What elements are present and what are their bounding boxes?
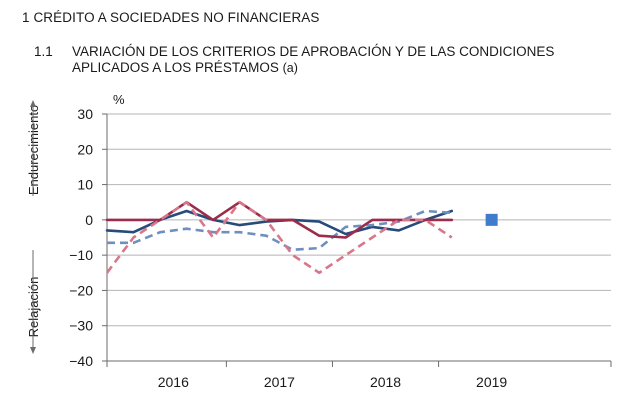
y-tick-label: 0 xyxy=(85,212,93,228)
series-line-1 xyxy=(105,209,454,236)
subsection-note: (a) xyxy=(282,61,298,75)
subsection-line2: APLICADOS A LOS PRÉSTAMOS xyxy=(72,60,279,75)
annotation-upper-arrowhead xyxy=(30,100,36,107)
y-annotation-upper: Endurecimiento xyxy=(26,100,41,196)
chart-title: 1.1 VARIACIÓN DE LOS CRITERIOS DE APROBAC… xyxy=(34,44,554,76)
y-tick-label: −10 xyxy=(69,247,93,263)
y-tick-label: −30 xyxy=(69,318,93,334)
y-tick-label: −40 xyxy=(69,353,93,369)
subsection-line1: VARIACIÓN DE LOS CRITERIOS DE APROBACIÓN… xyxy=(72,44,555,59)
y-tick-label: −20 xyxy=(69,282,93,298)
y-annotation-lower: Relajación xyxy=(26,250,41,354)
x-tick-label: 2018 xyxy=(370,374,401,390)
x-tick-labels: 2016 2017 2018 2019 xyxy=(158,374,508,390)
gridlines xyxy=(107,113,611,327)
series-marker xyxy=(485,213,498,226)
y-tick-label: 10 xyxy=(77,177,93,193)
section-title: 1 CRÉDITO A SOCIEDADES NO FINANCIERAS xyxy=(22,10,320,25)
y-tick-labels: 30 20 10 0 −10 −20 −30 −40 xyxy=(69,106,93,369)
axes xyxy=(102,113,612,367)
annotation-lower-arrowhead xyxy=(30,347,36,354)
y-tick-label: 20 xyxy=(77,141,93,157)
subsection-number: 1.1 xyxy=(34,44,53,59)
series-line-4 xyxy=(105,200,453,275)
y-tick-label: 30 xyxy=(77,106,93,122)
series-lines xyxy=(105,200,498,275)
x-tick-label: 2016 xyxy=(158,374,189,390)
x-tick-label: 2019 xyxy=(476,374,507,390)
y-axis-unit: % xyxy=(113,92,125,107)
x-tick-label: 2017 xyxy=(264,374,295,390)
